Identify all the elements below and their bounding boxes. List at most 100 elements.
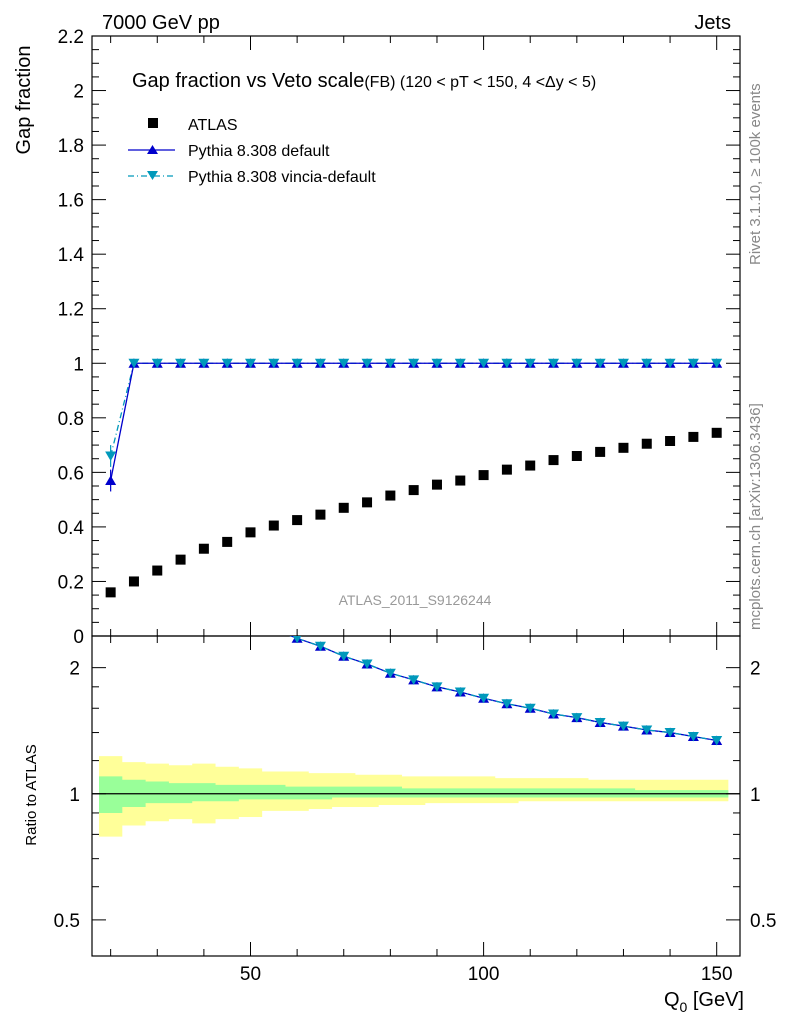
x-axis-ticks: 50 100 150 bbox=[110, 36, 733, 985]
point-pythia-vincia bbox=[361, 358, 373, 369]
ratio-plot-frame bbox=[91, 635, 741, 957]
point-atlas bbox=[618, 442, 629, 453]
x-axis-label-subscript: 0 bbox=[680, 999, 688, 1015]
point-pythia-vincia bbox=[175, 358, 187, 369]
ratio-point-pythia-vincia bbox=[268, 625, 279, 635]
point-atlas bbox=[688, 431, 699, 442]
plot-title-sub: (FB) (120 < pT < 150, 4 <Δy < 5) bbox=[364, 74, 596, 91]
point-atlas bbox=[595, 446, 606, 457]
x-tick-label: 100 bbox=[468, 964, 500, 985]
main-y-tick-label: 1 bbox=[73, 354, 84, 375]
x-axis-label-unit: [GeV] bbox=[687, 989, 744, 1011]
point-atlas bbox=[152, 565, 163, 576]
ratio-point-pythia-vincia bbox=[687, 731, 699, 742]
point-pythia-vincia bbox=[548, 358, 560, 369]
point-atlas bbox=[362, 497, 373, 508]
point-pythia-vincia bbox=[571, 358, 583, 369]
main-y-tick-label: 0 bbox=[73, 627, 84, 648]
ratio-point-pythia-vincia bbox=[617, 721, 629, 732]
ratio-point-pythia-vincia bbox=[548, 709, 560, 720]
plot-title: Gap fraction vs Veto scale(FB) (120 < pT… bbox=[132, 70, 596, 92]
legend-label-pythia-default: Pythia 8.308 default bbox=[188, 143, 330, 160]
main-y-tick-label: 1.2 bbox=[58, 300, 84, 321]
ratio-point-pythia-vincia bbox=[641, 725, 653, 735]
main-y-axis-label: Gap fraction bbox=[13, 46, 35, 155]
ratio-point-pythia-vincia bbox=[664, 728, 676, 738]
ratio-point-pythia-vincia bbox=[711, 736, 723, 746]
legend-marker-pythia-default bbox=[147, 145, 158, 154]
point-pythia-vincia bbox=[198, 358, 210, 369]
ratio-y-tick-label: 0.5 bbox=[54, 911, 80, 932]
point-pythia-vincia bbox=[478, 358, 490, 369]
point-atlas bbox=[571, 451, 582, 461]
point-pythia-default bbox=[105, 475, 117, 486]
ratio-point-pythia-vincia bbox=[408, 675, 420, 685]
point-atlas bbox=[455, 475, 466, 486]
point-atlas bbox=[245, 527, 256, 538]
point-pythia-vincia bbox=[641, 358, 653, 369]
legend-label-atlas: ATLAS bbox=[188, 117, 238, 134]
point-atlas bbox=[548, 455, 559, 466]
ratio-point-pythia-vincia bbox=[524, 703, 536, 714]
point-pythia-vincia bbox=[221, 358, 233, 369]
beam-label: 7000 GeV pp bbox=[102, 12, 220, 34]
point-pythia-vincia bbox=[314, 358, 326, 369]
point-pythia-vincia bbox=[268, 358, 280, 369]
legend: ATLAS Pythia 8.308 default Pythia 8.308 … bbox=[128, 117, 376, 186]
main-y-tick-label: 0.6 bbox=[58, 463, 84, 484]
point-pythia-vincia bbox=[105, 451, 117, 461]
main-y-tick-label: 2 bbox=[73, 82, 84, 103]
point-pythia-vincia bbox=[338, 358, 350, 369]
ratio-line-pythia-default bbox=[289, 636, 717, 742]
rivet-version-text: Rivet 3.1.10, ≥ 100k events bbox=[747, 83, 764, 265]
ratio-point-pythia-vincia bbox=[361, 659, 373, 670]
point-atlas bbox=[385, 490, 396, 501]
legend-marker-pythia-vincia bbox=[147, 171, 158, 180]
ratio-point-pythia-vincia bbox=[292, 636, 302, 644]
point-pythia-vincia bbox=[431, 358, 443, 369]
point-pythia-vincia bbox=[384, 358, 396, 369]
series-line-pythia-default bbox=[110, 362, 717, 481]
plot-title-main: Gap fraction vs Veto scale bbox=[132, 70, 364, 92]
ratio-y-axis-ticks: 0.5 0.5 1 1 2 2 bbox=[54, 659, 777, 932]
point-pythia-vincia bbox=[617, 358, 629, 369]
point-pythia-vincia bbox=[291, 358, 303, 369]
point-atlas bbox=[292, 515, 303, 526]
point-pythia-vincia bbox=[151, 358, 163, 369]
point-atlas bbox=[338, 502, 349, 513]
point-atlas bbox=[711, 427, 722, 438]
point-atlas bbox=[408, 485, 419, 496]
ratio-point-pythia-vincia bbox=[594, 717, 606, 728]
point-pythia-vincia bbox=[408, 358, 420, 369]
x-tick-label: 150 bbox=[701, 964, 733, 985]
ratio-point-pythia-vincia bbox=[314, 641, 326, 652]
mcplots-reference-text: mcplots.cern.ch [arXiv:1306.3436] bbox=[747, 403, 764, 630]
legend-marker-atlas bbox=[148, 118, 158, 128]
ratio-y-tick-label: 1 bbox=[69, 785, 80, 806]
point-atlas bbox=[641, 438, 652, 449]
main-y-tick-label: 0.8 bbox=[58, 409, 84, 430]
ratio-point-pythia-vincia bbox=[478, 693, 490, 704]
ratio-y-axis-label: Ratio to ATLAS bbox=[23, 744, 40, 845]
ratio-y-tick-label-right: 1 bbox=[750, 785, 761, 806]
x-axis-label-symbol: Q bbox=[664, 989, 680, 1011]
point-atlas bbox=[222, 536, 233, 547]
main-y-tick-label: 1.8 bbox=[58, 136, 84, 157]
point-pythia-vincia bbox=[594, 358, 606, 369]
ratio-y-tick-label-right: 2 bbox=[750, 659, 761, 680]
point-atlas bbox=[315, 509, 326, 520]
ratio-point-pythia-vincia bbox=[501, 699, 513, 709]
ratio-point-pythia-vincia bbox=[454, 687, 466, 697]
ratio-y-tick-label: 2 bbox=[69, 659, 80, 680]
point-atlas bbox=[478, 470, 489, 481]
ratio-point-pythia-vincia bbox=[384, 668, 396, 679]
ratio-y-tick-label-right: 0.5 bbox=[750, 911, 776, 932]
x-axis-label: Q0 [GeV] bbox=[664, 989, 744, 1015]
point-pythia-vincia bbox=[128, 358, 140, 369]
point-atlas bbox=[665, 436, 676, 446]
main-y-tick-label: 2.2 bbox=[58, 27, 84, 48]
main-plot-series bbox=[105, 358, 723, 598]
series-line-pythia-vincia bbox=[110, 362, 717, 457]
point-atlas bbox=[105, 587, 116, 598]
point-pythia-vincia bbox=[664, 358, 676, 369]
